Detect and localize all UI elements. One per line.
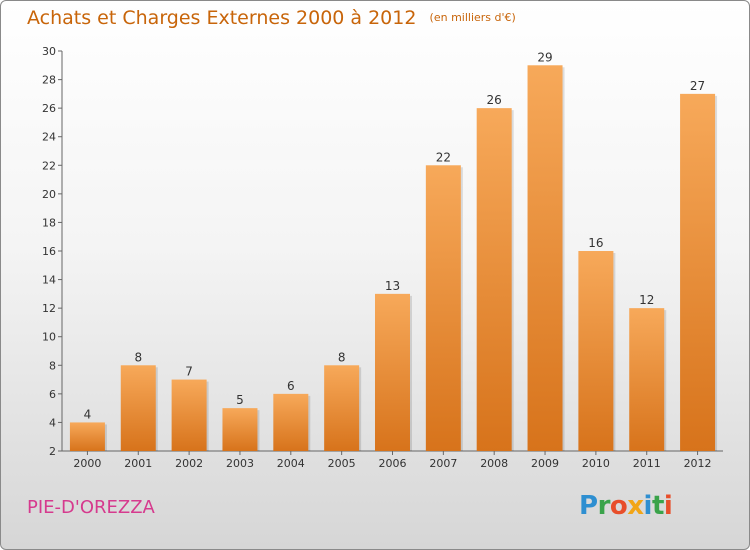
x-tick-label: 2002 — [175, 457, 203, 470]
value-label: 27 — [690, 79, 705, 93]
value-label: 8 — [338, 350, 346, 364]
chart-unit: (en milliers d'€) — [429, 11, 516, 24]
value-label: 22 — [436, 150, 451, 164]
bar — [120, 365, 156, 451]
y-tick-label: 2 — [49, 445, 56, 458]
y-tick-label: 24 — [42, 131, 56, 144]
bar — [680, 93, 716, 451]
logo-letter: i — [643, 491, 653, 521]
y-tick-label: 4 — [49, 416, 56, 429]
logo-letter: r — [597, 491, 611, 521]
y-tick-label: 16 — [42, 245, 56, 258]
y-tick-label: 14 — [42, 274, 56, 287]
value-label: 16 — [588, 236, 603, 250]
y-tick-label: 18 — [42, 216, 56, 229]
commune-name: PIE-D'OREZZA — [27, 497, 155, 518]
x-tick-label: 2011 — [633, 457, 661, 470]
x-tick-label: 2003 — [226, 457, 254, 470]
value-label: 26 — [487, 93, 502, 107]
value-label: 4 — [84, 407, 92, 421]
x-tick-label: 2001 — [124, 457, 152, 470]
bar — [222, 408, 258, 451]
logo-letter: x — [627, 491, 644, 521]
chart-title: Achats et Charges Externes 2000 à 2012 — [27, 7, 417, 29]
value-label: 29 — [537, 50, 552, 64]
x-tick-label: 2009 — [531, 457, 559, 470]
bar — [527, 65, 563, 452]
value-label: 12 — [639, 293, 654, 307]
logo-letter: i — [663, 491, 673, 521]
x-tick-label: 2012 — [684, 457, 712, 470]
x-tick-label: 2007 — [429, 457, 457, 470]
logo-letter: o — [609, 491, 628, 521]
value-label: 5 — [236, 393, 244, 407]
y-tick-label: 10 — [42, 331, 56, 344]
bar — [69, 422, 105, 451]
value-label: 13 — [385, 279, 400, 293]
bar — [476, 108, 512, 452]
x-tick-label: 2005 — [328, 457, 356, 470]
bar — [324, 365, 360, 451]
bar — [425, 165, 461, 452]
y-tick-label: 12 — [42, 302, 56, 315]
bar — [578, 251, 614, 451]
y-tick-label: 8 — [49, 359, 56, 372]
y-tick-label: 22 — [42, 159, 56, 172]
y-tick-label: 6 — [49, 388, 56, 401]
logo-letter: t — [651, 491, 664, 521]
y-tick-label: 30 — [42, 45, 56, 58]
bar — [375, 293, 410, 451]
x-tick-label: 2010 — [582, 457, 610, 470]
value-label: 6 — [287, 379, 295, 393]
value-label: 8 — [134, 350, 142, 364]
title-line: Achats et Charges Externes 2000 à 2012 (… — [27, 7, 516, 29]
bar — [629, 308, 665, 451]
bar — [171, 379, 207, 451]
x-tick-label: 2006 — [379, 457, 407, 470]
bars — [69, 65, 718, 452]
proxiti-logo[interactable]: Proxiti — [579, 491, 673, 521]
y-tick-label: 20 — [42, 188, 56, 201]
value-label: 7 — [185, 365, 193, 379]
data-labels: 4 8 7 5 6 8 13 22 26 29 16 12 27 — [84, 50, 706, 421]
y-tick-label: 26 — [42, 102, 56, 115]
y-tick-label: 28 — [42, 74, 56, 87]
x-tick-label: 2008 — [480, 457, 508, 470]
x-tick-label: 2000 — [73, 457, 101, 470]
bar — [273, 393, 309, 451]
x-tick-label: 2004 — [277, 457, 305, 470]
logo-letter: P — [579, 491, 598, 521]
